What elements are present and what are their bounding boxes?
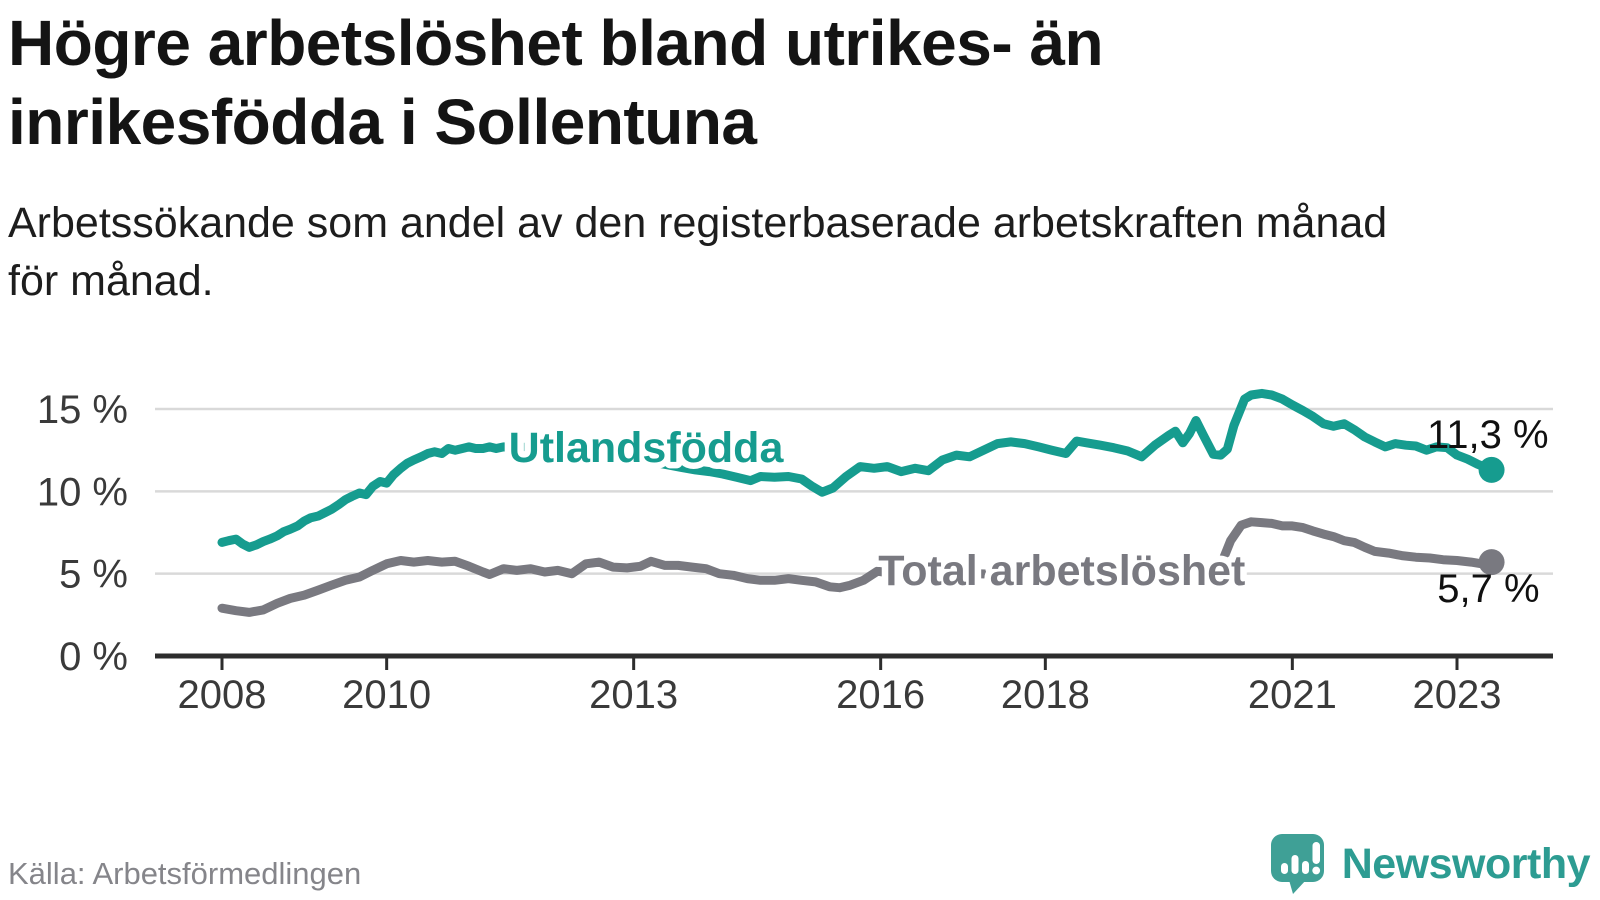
x-tick-label-2023: 2023 — [1413, 673, 1502, 717]
y-tick-label-5pct: 5 % — [59, 553, 128, 597]
end-value-label-total: 5,7 % — [1437, 567, 1539, 611]
end-value-label-utlandsfodda: 11,3 % — [1427, 413, 1549, 457]
y-tick-label-0pct: 0 % — [59, 635, 128, 679]
speech-bubble-bar-chart-icon — [1270, 834, 1324, 894]
brand-wordmark: Newsworthy — [1341, 839, 1591, 888]
end-dot-utlandsfodda — [1478, 456, 1505, 483]
x-tick-label-2008: 2008 — [178, 673, 267, 717]
series-label-utlandsfodda: Utlandsfödda — [509, 424, 785, 472]
source-note: Källa: Arbetsförmedlingen — [8, 856, 362, 891]
page-subtitle-line-2: för månad. — [8, 257, 214, 305]
y-tick-label-10pct: 10 % — [37, 470, 128, 514]
x-tick-label-2018: 2018 — [1001, 673, 1090, 717]
page-subtitle: Arbetssökande som andel av den registerb… — [8, 194, 1387, 310]
x-tick-label-2016: 2016 — [836, 673, 925, 717]
series-label-total: Total arbetslöshet — [878, 547, 1245, 595]
y-tick-label-15pct: 15 % — [37, 388, 128, 432]
series-line-utlandsfodda — [217, 388, 1497, 552]
page-subtitle-line-1: Arbetssökande som andel av den registerb… — [8, 199, 1388, 247]
newsworthy-logo: Newsworthy — [1270, 833, 1591, 895]
series-line-total — [217, 517, 1497, 617]
x-tick-label-2010: 2010 — [342, 673, 431, 717]
page-title: Högre arbetslöshet bland utrikes- än inr… — [8, 4, 1104, 162]
page-title-line-2: inrikesfödda i Sollentuna — [8, 86, 757, 158]
page-title-line-1: Högre arbetslöshet bland utrikes- än — [8, 7, 1104, 79]
end-dot-total — [1478, 549, 1505, 576]
x-tick-label-2021: 2021 — [1248, 673, 1337, 717]
x-tick-label-2013: 2013 — [589, 673, 678, 717]
unemployment-line-chart: 2008 2010 2013 2016 2018 2021 2023 0 % 5 % 10 % 15… — [37, 388, 1553, 717]
